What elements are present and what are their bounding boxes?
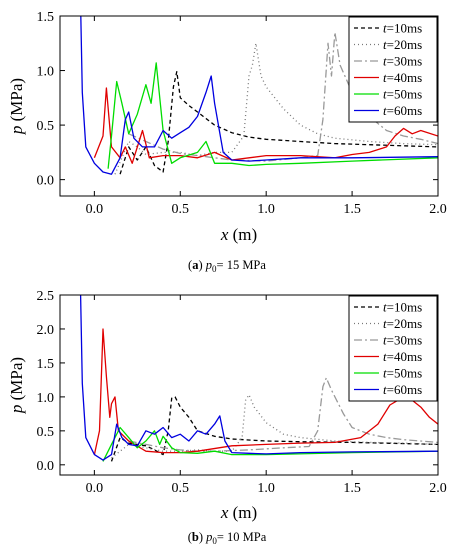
x-tick-label: 2.0 [429,202,447,217]
y-axis-label: p (MPa) [7,78,26,135]
y-tick-label: 2.5 [37,289,55,304]
x-tick-label: 1.0 [257,481,275,496]
legend-box [348,16,438,123]
legend-label: t=40ms [383,70,422,85]
legend-label: t=60ms [383,103,422,118]
legend-box [348,295,438,402]
legend-label: t=30ms [383,54,422,69]
legend-label: t=40ms [383,349,422,364]
series-line-t-10ms [110,396,438,462]
series-line-t-30ms [128,31,438,162]
x-tick-label: 0.5 [172,202,190,217]
y-tick-label: 0.5 [37,119,55,134]
y-tick-label: 0.5 [37,425,55,440]
series-line-t-50ms [107,62,438,169]
x-tick-label: 0.0 [86,481,104,496]
plot-frame [59,15,439,197]
plot-frame [59,294,439,476]
y-tick-label: 1.5 [37,357,55,372]
panel-caption: (a) p0= 15 MPa [188,258,266,274]
legend-label: t=50ms [383,366,422,381]
series-line-t-50ms [102,426,438,462]
y-tick-label: 0.0 [37,459,55,474]
series-line-t-60ms [80,16,438,175]
series-line-t-30ms [128,377,438,452]
y-axis-label: p (MPa) [7,357,26,414]
chart-panel-2: 0.0 0.5 1.0 1.5 2.0 0.0 0.5 1.0 1.5 2.0 2.5 x (m) p … [7,289,447,546]
y-tick-label: 1.0 [37,391,55,406]
x-axis-label: x (m) [220,225,257,244]
x-tick-label: 1.0 [257,202,275,217]
x-axis-label: x (m) [220,503,257,522]
legend-label: t=20ms [383,37,422,52]
legend-label: t=30ms [383,333,422,348]
x-tick-label: 0.5 [172,481,190,496]
y-tick-label: 1.0 [37,65,55,80]
legend-label: t=60ms [383,382,422,397]
panel-caption: (b) p0= 10 MPa [188,530,267,546]
legend-label: t=20ms [383,316,422,331]
series-line-t-60ms [79,295,438,461]
x-tick-label: 1.5 [343,202,361,217]
legend-label: t=10ms [383,21,422,36]
y-tick-label: 0.0 [37,174,55,189]
legend-label: t=50ms [383,87,422,102]
series-line-t-20ms [111,394,438,459]
chart-panel-1: 0.0 0.5 1.0 1.5 2.0 0.0 0.5 1.0 1.5 x (m) p (MPa) t… [7,10,447,274]
legend-label: t=10ms [383,300,422,315]
x-tick-label: 0.0 [86,202,104,217]
y-tick-label: 2.0 [37,323,55,338]
y-tick-label: 1.5 [37,10,55,25]
x-tick-label: 1.5 [343,481,361,496]
x-tick-label: 2.0 [429,481,447,496]
